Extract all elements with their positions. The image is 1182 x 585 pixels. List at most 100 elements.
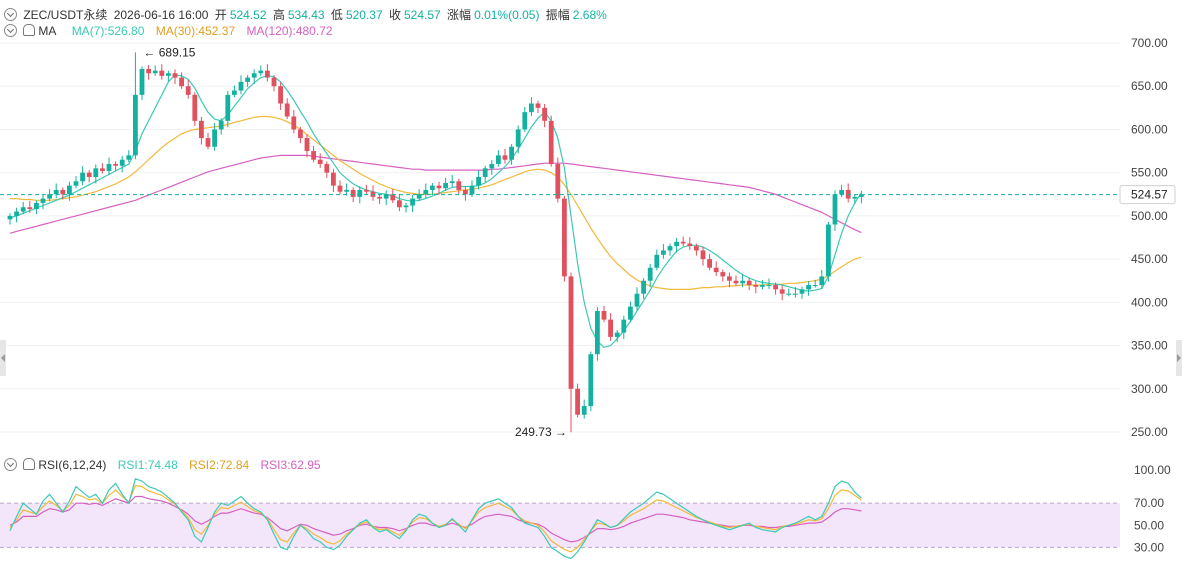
candle-body [192,94,198,121]
price-tick-label: 300.00 [1131,382,1168,396]
candle-body [806,285,811,290]
candle-body [199,120,204,139]
candle-body [482,168,488,177]
ma-legend: MA MA(7):526.80 MA(30):452.37 MA(120):48… [0,24,336,38]
candle-body [390,194,396,201]
candle-body [126,155,132,160]
scroll-right-handle[interactable] [1176,340,1182,376]
ohlc-header: ZEC/USDT永续 2026-06-16 16:00 开 524.52 高 534… [0,6,610,23]
price-tick-label: 450.00 [1131,252,1168,266]
candle-body [496,155,501,165]
candle-body [608,319,613,337]
candle-body [212,129,217,147]
candle-body [746,280,752,286]
candle-body [674,241,679,247]
candle-body [106,164,112,171]
rsi1-line [9,478,862,560]
rsi-collapse-chevron-icon[interactable] [4,458,17,471]
price-tick-label: 400.00 [1131,295,1168,309]
candle-body [93,168,99,177]
candle-body [839,189,844,195]
candle-body [555,164,561,199]
candle-body [80,172,85,182]
candle-body [298,129,303,139]
rsi-alert-bell-icon[interactable] [23,458,36,470]
rsi-tick-label: 50.00 [1134,518,1164,532]
candle-body [621,319,627,333]
ma-collapse-chevron-icon[interactable] [4,24,17,37]
candle-body [430,185,435,190]
candle-body [740,280,745,284]
price-tick-label: 250.00 [1131,425,1168,439]
candle-body [793,293,798,295]
candle-body [133,94,138,156]
candle-body [476,176,481,186]
candle-body [251,73,257,78]
candle-body [654,254,660,268]
candle-body [146,68,151,74]
candle-body [786,293,792,295]
candle-body [581,406,587,415]
candle-body [218,120,224,130]
candle-body [232,90,237,95]
candle-body [707,259,712,268]
price-tick-label: 550.00 [1131,166,1168,180]
candle-body [410,198,415,206]
grid-lines [0,42,1120,433]
candle-body [34,202,39,209]
candle-body [119,159,125,166]
candle-body [779,289,785,294]
candle-body [423,189,429,195]
candle-body [727,276,732,281]
candle-body [377,196,382,199]
candle-body [753,285,759,287]
low-label: 低 [330,8,343,22]
candle-body [760,285,765,287]
high-mark-label: ← 689.15 [143,45,195,59]
candle-body [278,86,283,104]
candle-body [291,116,297,130]
candle-body [337,185,343,192]
candle-body [100,168,105,171]
candle-body [529,103,534,113]
candle-body [628,306,633,320]
datetime: 2026-06-16 16:00 [113,8,209,22]
collapse-chevron-icon[interactable] [4,8,17,21]
candle-body [588,354,594,407]
candle-body [304,138,310,152]
ma30-line [10,115,862,290]
candle-body [733,280,739,284]
candle-body [113,164,118,166]
candle-body [859,194,864,197]
last-price-tag: 524.57 [1131,188,1168,202]
candle-body [159,70,165,76]
rsi-lines [9,478,862,560]
candle-body [7,215,13,220]
candle-body [245,77,250,82]
candle-body [826,224,831,277]
scroll-left-handle[interactable] [0,340,6,376]
candle-body [812,285,818,287]
candle-body [548,120,554,165]
candle-body [522,112,528,130]
candles[interactable] [7,52,864,433]
rsi-tick-label: 30.00 [1134,540,1164,554]
candle-body [60,189,66,195]
close-label: 收 [388,8,401,22]
candle-body [344,189,349,192]
low-value: 520.37 [345,8,383,22]
open-label: 开 [214,8,227,22]
candle-body [694,246,699,251]
alert-bell-icon[interactable] [23,24,36,36]
ma7-legend: MA(7):526.80 [71,24,145,38]
last-price-tag-box [1119,185,1176,205]
candle-body [595,310,600,355]
candle-body [331,172,336,186]
candle-body [205,138,211,147]
candle-body [661,250,666,255]
candle-body [852,196,858,199]
candle-body [166,73,171,76]
candle-body [40,198,46,203]
candle-body [271,77,277,87]
